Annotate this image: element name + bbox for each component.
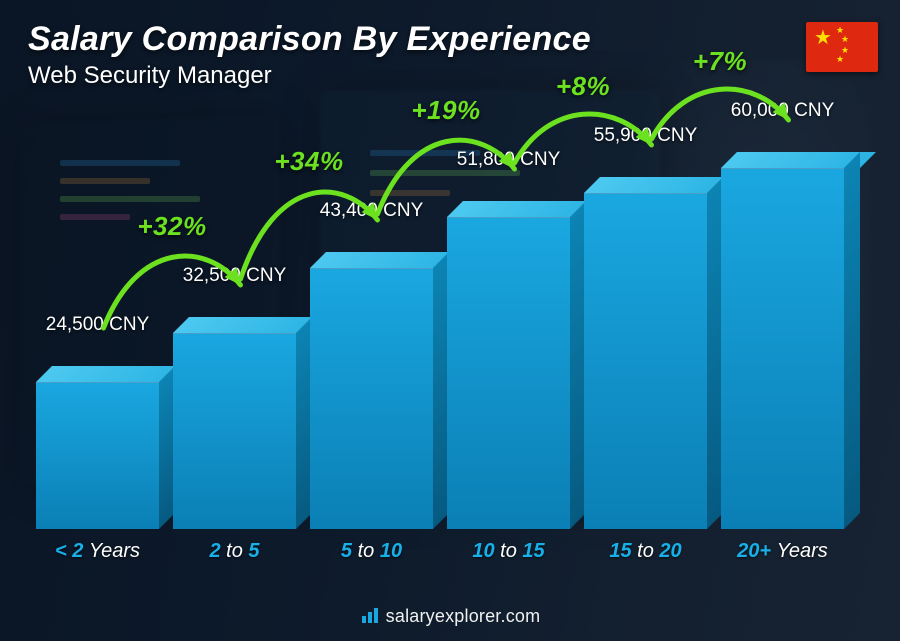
bar-3d [36,382,159,529]
footer: salaryexplorer.com [0,605,900,627]
bar-5: 60,000 CNY [721,168,844,529]
chart-subtitle: Web Security Manager [28,62,272,90]
country-flag-china: ★ ★ ★ ★ ★ [806,22,878,72]
bar-value-label: 60,000 CNY [684,100,881,122]
category-label: 20+ Years [721,540,844,563]
bar-3d [721,168,844,529]
bar-front-face [173,333,296,529]
bar-3d [447,217,570,529]
bar-3d [584,193,707,529]
bar-value-label: 24,500 CNY [0,314,196,336]
category-label: 5 to 10 [310,540,433,563]
flag-star-icon: ★ [836,55,844,64]
category-axis: < 2 Years 2 to 5 5 to 10 10 to 15 15 to 20 20… [36,540,844,563]
bar-front-face [36,382,159,529]
bar-front-face [447,217,570,529]
bar-front-face [721,168,844,529]
chart-title: Salary Comparison By Experience [28,20,591,59]
bar-3: 51,800 CNY [447,217,570,529]
bar-value-label: 55,900 CNY [547,125,744,147]
bar-value-label: 43,400 CNY [273,200,470,222]
logo-icon [360,605,380,625]
flag-star-icon: ★ [841,35,849,44]
footer-text: salaryexplorer.com [386,606,541,626]
bar-side-face [844,152,860,529]
flag-star-icon: ★ [814,28,832,48]
bar-value-label: 32,500 CNY [136,265,333,287]
bar-1: 32,500 CNY [173,333,296,529]
bar-value-label: 51,800 CNY [410,149,607,171]
bar-2: 43,400 CNY [310,268,433,529]
bars-container: 24,500 CNY32,500 CNY43,400 CNY51,800 CNY… [36,108,844,529]
bar-chart: 24,500 CNY32,500 CNY43,400 CNY51,800 CNY… [36,108,844,557]
category-label: 10 to 15 [447,540,570,563]
category-label: 15 to 20 [584,540,707,563]
infographic-stage: Salary Comparison By Experience Web Secu… [0,0,900,641]
bar-front-face [310,268,433,529]
bar-front-face [584,193,707,529]
bar-3d [310,268,433,529]
category-label: < 2 Years [36,540,159,563]
bar-3d [173,333,296,529]
category-label: 2 to 5 [173,540,296,563]
bar-0: 24,500 CNY [36,382,159,529]
bar-4: 55,900 CNY [584,193,707,529]
